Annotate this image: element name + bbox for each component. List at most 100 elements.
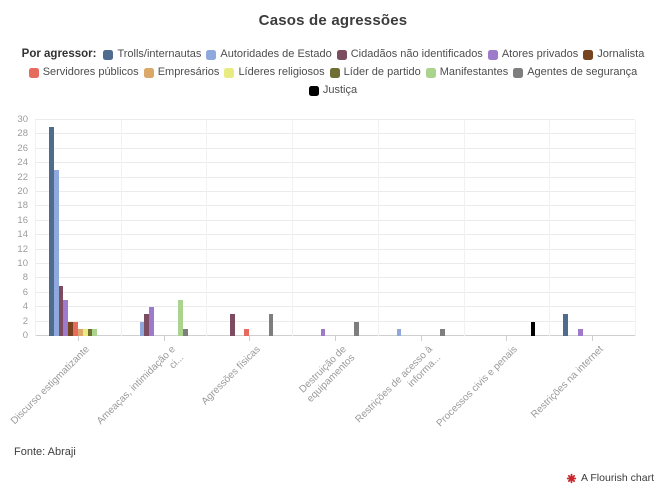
bar-group (121, 120, 207, 336)
bar[interactable] (577, 328, 583, 336)
bar[interactable] (53, 170, 59, 336)
legend-label: Autoridades de Estado (220, 48, 332, 60)
bar[interactable] (49, 127, 54, 336)
bar[interactable] (439, 328, 445, 336)
bar[interactable] (77, 328, 83, 336)
gridline (35, 133, 635, 135)
x-axis-line (35, 335, 635, 336)
x-axis-labels: Discurso estigmatizante Ameaças, intimida… (9, 336, 635, 446)
bar-slot (563, 120, 569, 336)
bar[interactable] (87, 328, 93, 336)
bar-slot (182, 120, 188, 336)
legend-item[interactable]: Agentes de segurança (513, 65, 637, 80)
column-gridline (463, 120, 465, 336)
bar-group (206, 120, 292, 336)
legend-item[interactable]: Autoridades de Estado (206, 47, 332, 62)
legend-label: Atores privados (501, 48, 579, 60)
bar-slot (102, 120, 107, 336)
bar-slot (268, 120, 274, 336)
source-note: Fonte: Abraji (14, 446, 76, 458)
legend-swatch (336, 49, 347, 60)
bar[interactable] (63, 300, 69, 336)
y-tick-label: 18 (17, 200, 28, 212)
column-gridline (35, 120, 36, 336)
legend-item[interactable]: Trolls/internautas (103, 47, 201, 62)
y-tick-label: 6 (22, 286, 28, 298)
legend-label: Trolls/internautas (117, 48, 202, 60)
bar-slot (244, 120, 250, 336)
bar-group (292, 120, 378, 336)
bar-slot (49, 120, 54, 336)
gridline (35, 119, 635, 120)
x-tick (77, 336, 79, 341)
legend-swatch (308, 85, 319, 96)
column-gridline (377, 120, 379, 336)
legend-swatch (28, 67, 39, 78)
legend-item[interactable]: Líderes religiosos (224, 65, 325, 80)
column-gridline (206, 120, 208, 336)
bar[interactable] (182, 328, 188, 336)
bar[interactable] (396, 328, 402, 336)
legend: Por agressor: Trolls/internautas Autorida… (5, 47, 661, 98)
bar-slot (616, 120, 621, 336)
bar[interactable] (178, 300, 183, 336)
legend-item[interactable]: Cidadãos não identificados (336, 47, 483, 62)
bar[interactable] (58, 285, 64, 336)
legend-item[interactable]: Empresários (143, 65, 219, 80)
bar[interactable] (82, 328, 88, 336)
chart-title: Casos de agressões (258, 12, 408, 29)
bar[interactable] (139, 321, 145, 336)
bar[interactable] (354, 321, 360, 336)
legend-swatch (513, 67, 524, 78)
legend-item[interactable]: Atores privados (487, 47, 579, 62)
x-tick (506, 336, 508, 341)
legend-item[interactable]: Servidores públicos (28, 65, 139, 80)
flourish-attribution[interactable]: A Flourish chart (566, 472, 654, 484)
bar[interactable] (230, 314, 235, 336)
y-tick-label: 16 (17, 214, 28, 226)
bar-slot (188, 120, 193, 336)
flourish-attribution-label: A Flourish chart (581, 472, 654, 484)
legend-swatch (224, 67, 235, 78)
y-tick-label: 0 (22, 330, 28, 341)
bar-slot (82, 120, 88, 336)
bar[interactable] (244, 328, 250, 336)
bar[interactable] (92, 328, 98, 336)
legend-label: Manifestantes (439, 66, 509, 78)
bar-slot (230, 120, 235, 336)
bar-slot (359, 120, 364, 336)
x-tick (420, 336, 422, 341)
y-tick-label: 20 (17, 186, 28, 197)
legend-swatch (425, 67, 436, 78)
bar-slot (354, 120, 360, 336)
legend-item[interactable]: Líder de partido (329, 65, 421, 80)
y-tick-label: 4 (22, 301, 28, 313)
bar[interactable] (320, 328, 326, 336)
bar[interactable] (68, 321, 74, 336)
column-gridline (120, 120, 122, 336)
gridline (35, 277, 635, 279)
bar[interactable] (73, 321, 78, 336)
bar[interactable] (149, 307, 154, 336)
legend-swatch (206, 49, 217, 60)
bar-group (378, 120, 464, 336)
bar-slot (439, 120, 445, 336)
bar-group (35, 120, 121, 336)
legend-item[interactable]: Jornalista (583, 47, 644, 62)
legend-item[interactable]: Manifestantes (425, 65, 509, 80)
bar[interactable] (530, 321, 536, 336)
bar-slot (68, 120, 74, 336)
gridline (35, 147, 635, 149)
column-gridline (635, 120, 636, 336)
bar[interactable] (144, 314, 150, 336)
legend-item[interactable]: Justiça (308, 83, 357, 98)
flourish-logo-icon (566, 473, 577, 483)
legend-label: Jornalista (597, 48, 645, 60)
legend-swatch (487, 49, 498, 60)
bar[interactable] (268, 314, 274, 336)
bar-slot (530, 120, 536, 336)
y-tick-label: 10 (17, 258, 28, 269)
bar-slot (139, 120, 145, 336)
bar[interactable] (563, 314, 569, 336)
